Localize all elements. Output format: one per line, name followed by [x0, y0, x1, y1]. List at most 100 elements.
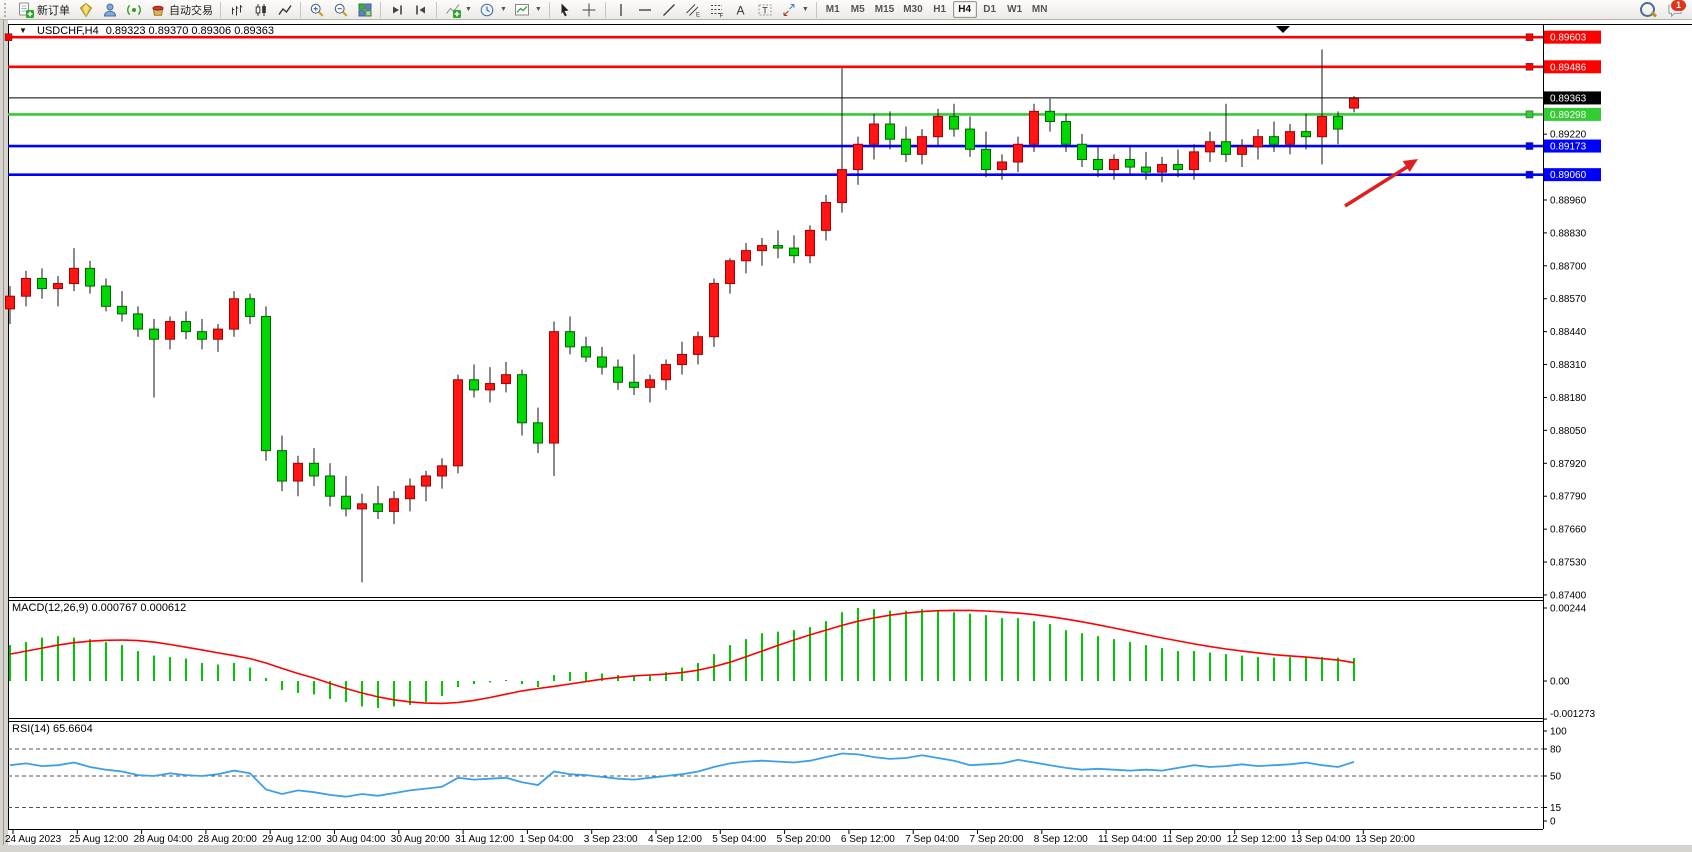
- candle-bullish: [357, 503, 367, 510]
- gem-icon: [77, 2, 94, 18]
- candle-bullish: [1205, 141, 1215, 153]
- candle-bullish: [21, 277, 31, 297]
- cursor-button[interactable]: [554, 1, 577, 19]
- line-handle[interactable]: [1525, 63, 1534, 71]
- tile-windows-button[interactable]: [353, 1, 376, 19]
- line-chart-button[interactable]: [273, 1, 296, 19]
- signals-button[interactable]: [122, 1, 145, 19]
- community-button[interactable]: [98, 1, 121, 19]
- timeframe-button-w1[interactable]: W1: [1003, 1, 1027, 18]
- timeframe-button-m1[interactable]: M1: [821, 1, 845, 18]
- text-label-button[interactable]: T: [754, 1, 777, 19]
- candle-bearish: [1093, 158, 1103, 171]
- time-axis-label: 25 Aug 12:00: [69, 834, 128, 845]
- text-button[interactable]: A: [730, 1, 753, 19]
- line-handle[interactable]: [1525, 33, 1534, 41]
- candle-bearish: [1125, 158, 1135, 168]
- svg-text:E: E: [696, 12, 700, 18]
- price-level-tag: [1544, 60, 1601, 74]
- line-handle[interactable]: [1525, 142, 1534, 150]
- svg-text:T: T: [763, 5, 769, 15]
- annotation-arrow-head[interactable]: [1402, 159, 1418, 172]
- price-level-tag-label: 0.89298: [1550, 110, 1587, 121]
- price-level-tag-label: 0.89173: [1550, 142, 1587, 153]
- trendline-icon: [661, 2, 678, 18]
- price-level-tag: [1544, 30, 1601, 44]
- templates-icon: [514, 2, 531, 18]
- timeframe-button-m15[interactable]: M15: [871, 1, 898, 18]
- candle-bullish: [53, 283, 63, 290]
- candle-bullish: [1109, 158, 1119, 171]
- toolbar-grip[interactable]: [4, 2, 11, 17]
- candle-bearish: [341, 495, 351, 510]
- candle-bearish: [373, 503, 383, 512]
- candle-bullish: [837, 169, 847, 204]
- price-tick-label: 0.88960: [1550, 195, 1587, 206]
- new-order-button[interactable]: 新订单: [14, 1, 73, 19]
- auto-scroll-button[interactable]: [385, 1, 408, 19]
- time-axis-label: 12 Sep 12:00: [1227, 834, 1287, 845]
- timeframe-button-d1[interactable]: D1: [978, 1, 1002, 18]
- periods-clock-icon: [479, 2, 496, 18]
- candle-bearish: [1045, 110, 1055, 122]
- timeframe-button-m5[interactable]: M5: [846, 1, 870, 18]
- candle-bullish: [1285, 131, 1295, 145]
- notifications-button[interactable]: 1: [1664, 0, 1687, 18]
- horizontal-line-icon: [637, 2, 654, 18]
- chart-shift-button[interactable]: [409, 1, 432, 19]
- auto-trading-button[interactable]: 自动交易: [146, 1, 216, 19]
- price-tick-label: 0.89220: [1550, 130, 1587, 141]
- toolbar-separator: [300, 1, 301, 18]
- candlestick-chart-button[interactable]: [249, 1, 272, 19]
- candle-bullish: [293, 462, 303, 482]
- fibonacci-icon: F: [709, 2, 726, 18]
- time-axis-label: 5 Sep 20:00: [777, 834, 831, 845]
- templates-button[interactable]: ▼: [511, 1, 545, 19]
- bar-chart-button[interactable]: [225, 1, 248, 19]
- cursor-icon: [557, 2, 574, 18]
- zoom-in-button[interactable]: [305, 1, 328, 19]
- time-axis-label: 31 Aug 12:00: [455, 834, 514, 845]
- zoom-out-button[interactable]: [329, 1, 352, 19]
- gem-button[interactable]: [74, 1, 97, 19]
- chart-title: USDCHF,H4 0.89323 0.89370 0.89306 0.89363: [37, 25, 274, 37]
- chart-shift-marker-icon[interactable]: [1276, 26, 1290, 33]
- price-tick-label: 0.88180: [1550, 393, 1587, 404]
- fibonacci-button[interactable]: F: [706, 1, 729, 19]
- macd-indicator-label: MACD(12,26,9) 0.000767 0.000612: [12, 602, 187, 614]
- horizontal-line-button[interactable]: [634, 1, 657, 19]
- candle-bearish: [885, 123, 895, 140]
- rsi-level-label: 80: [1550, 745, 1562, 756]
- crosshair-button[interactable]: [578, 1, 601, 19]
- vertical-line-button[interactable]: [610, 1, 633, 19]
- symbol-marker-icon: ▼: [19, 26, 27, 35]
- candle-bullish: [69, 267, 79, 285]
- notification-badge: 1: [1670, 0, 1687, 12]
- search-button[interactable]: [1637, 1, 1658, 19]
- line-handle[interactable]: [4, 33, 13, 41]
- candle-bullish: [917, 136, 927, 155]
- timeframe-button-m30[interactable]: M30: [899, 1, 926, 18]
- annotation-arrow-line[interactable]: [1344, 165, 1408, 208]
- channel-button[interactable]: E: [682, 1, 705, 19]
- price-tick-label: 0.87530: [1550, 558, 1587, 569]
- candle-bullish: [405, 485, 415, 500]
- rsi-indicator-label: RSI(14) 65.6604: [12, 723, 93, 735]
- trendline-button[interactable]: [658, 1, 681, 19]
- indicators-button[interactable]: ▼: [441, 1, 475, 19]
- price-tick-label: 0.88830: [1550, 228, 1587, 239]
- chart-symbol-period: USDCHF,H4: [37, 25, 99, 37]
- line-handle[interactable]: [1525, 110, 1534, 119]
- candle-bullish: [437, 465, 447, 477]
- time-axis-label: 11 Sep 20:00: [1162, 834, 1221, 845]
- arrow-tools-button[interactable]: ▼: [778, 1, 812, 19]
- candle-bearish: [581, 346, 591, 358]
- timeframe-button-mn[interactable]: MN: [1028, 1, 1052, 18]
- timeframe-button-h1[interactable]: H1: [928, 1, 952, 18]
- channel-icon: E: [685, 2, 702, 18]
- timeframe-button-h4[interactable]: H4: [952, 1, 977, 18]
- periods-button[interactable]: ▼: [476, 1, 510, 19]
- line-handle[interactable]: [1525, 170, 1534, 179]
- text-label-icon: T: [757, 2, 774, 18]
